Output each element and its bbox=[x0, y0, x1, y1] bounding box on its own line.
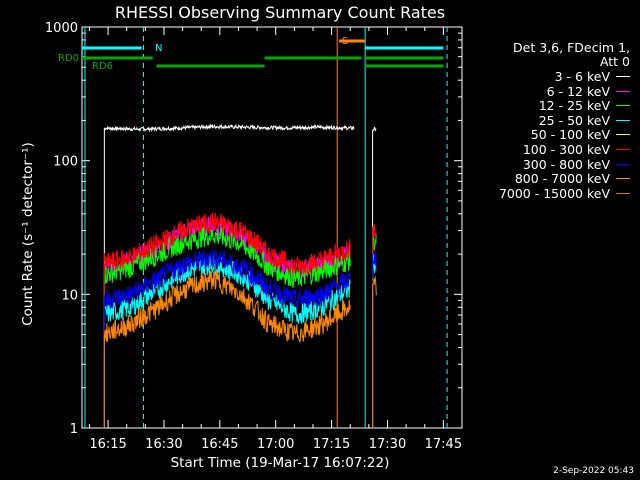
series-line bbox=[103, 254, 351, 324]
legend-swatch bbox=[616, 178, 630, 180]
legend-item-label: 50 - 100 keV bbox=[530, 127, 610, 143]
series-line bbox=[372, 126, 377, 133]
chart-title: RHESSI Observing Summary Count Rates bbox=[115, 3, 445, 22]
series-line bbox=[372, 231, 377, 251]
legend-item-label: 100 - 300 keV bbox=[522, 141, 610, 157]
y-tick-label: 10 bbox=[61, 288, 78, 303]
y-axis-label: Count Rate (s⁻¹ detector⁻¹) bbox=[20, 142, 36, 326]
legend-swatch bbox=[616, 105, 630, 107]
y-tick-label: 100 bbox=[53, 155, 78, 170]
legend-swatch bbox=[616, 192, 630, 194]
legend-header-line-2: Att 0 bbox=[599, 54, 630, 70]
legend-item-label: 3 - 6 keV bbox=[554, 68, 610, 84]
series-line bbox=[104, 123, 355, 133]
legend-item-label: 300 - 800 keV bbox=[522, 156, 610, 172]
series-line bbox=[372, 254, 377, 274]
legend-item: 12 - 25 keV bbox=[478, 98, 630, 113]
flag-label: RD0 bbox=[58, 53, 79, 64]
x-tick-label: 17:45 bbox=[425, 437, 462, 452]
series-line bbox=[103, 226, 351, 288]
flag-label: N bbox=[155, 43, 162, 54]
legend-swatch bbox=[616, 134, 630, 136]
legend-item: 50 - 100 keV bbox=[478, 127, 630, 143]
series-line bbox=[372, 275, 377, 296]
legend-items: 3 - 6 keV 6 - 12 keV 12 - 25 keV 25 - 50 ke… bbox=[478, 69, 630, 201]
plot-area: 1 10 100 1000 16:15 16:30 16:45 17:00 17:15 17:30… bbox=[45, 21, 463, 452]
legend-header-line-1: Det 3,6, FDecim 1, bbox=[513, 39, 630, 55]
y-tick-label: 1000 bbox=[45, 21, 78, 36]
legend-item: 100 - 300 keV bbox=[478, 142, 630, 157]
legend-item-label: 800 - 7000 keV bbox=[514, 171, 610, 187]
series-line bbox=[372, 251, 377, 270]
legend-swatch bbox=[616, 90, 630, 92]
legend-item: 7000 - 15000 keV bbox=[478, 186, 630, 201]
legend-item-label: 6 - 12 keV bbox=[546, 83, 610, 99]
x-tick-label: 16:30 bbox=[145, 437, 182, 452]
legend-item: 25 - 50 keV bbox=[478, 113, 630, 128]
legend-item: 3 - 6 keV bbox=[478, 69, 630, 84]
legend-item-label: 7000 - 15000 keV bbox=[498, 185, 610, 201]
legend: Det 3,6, FDecim 1, Att 0 3 - 6 keV 6 - 12… bbox=[478, 40, 630, 201]
legend-item: 300 - 800 keV bbox=[478, 157, 630, 172]
legend-item: 800 - 7000 keV bbox=[478, 171, 630, 186]
series-line bbox=[103, 269, 351, 342]
flag-label: S bbox=[342, 36, 348, 47]
legend-swatch bbox=[616, 163, 630, 165]
plot-frame bbox=[81, 26, 463, 429]
x-axis-label: Start Time (19-Mar-17 16:07:22) bbox=[171, 455, 390, 471]
x-tick-label: 17:00 bbox=[257, 437, 294, 452]
timestamp: 2-Sep-2022 05:43 bbox=[553, 466, 634, 476]
legend-item: 6 - 12 keV bbox=[478, 84, 630, 99]
x-tick-label: 16:45 bbox=[201, 437, 238, 452]
x-tick-label: 17:30 bbox=[369, 437, 406, 452]
x-tick-label: 16:15 bbox=[89, 437, 126, 452]
series-line bbox=[103, 249, 351, 310]
x-tick-label: 17:15 bbox=[313, 437, 350, 452]
series-line bbox=[103, 212, 351, 275]
series-line bbox=[372, 223, 377, 239]
flag-label: RD6 bbox=[92, 61, 113, 72]
legend-swatch bbox=[616, 119, 630, 121]
legend-item-label: 25 - 50 keV bbox=[538, 112, 610, 128]
legend-swatch bbox=[616, 148, 630, 150]
y-tick-label: 1 bbox=[70, 422, 78, 437]
legend-item-label: 12 - 25 keV bbox=[538, 98, 610, 114]
legend-swatch bbox=[616, 75, 630, 77]
